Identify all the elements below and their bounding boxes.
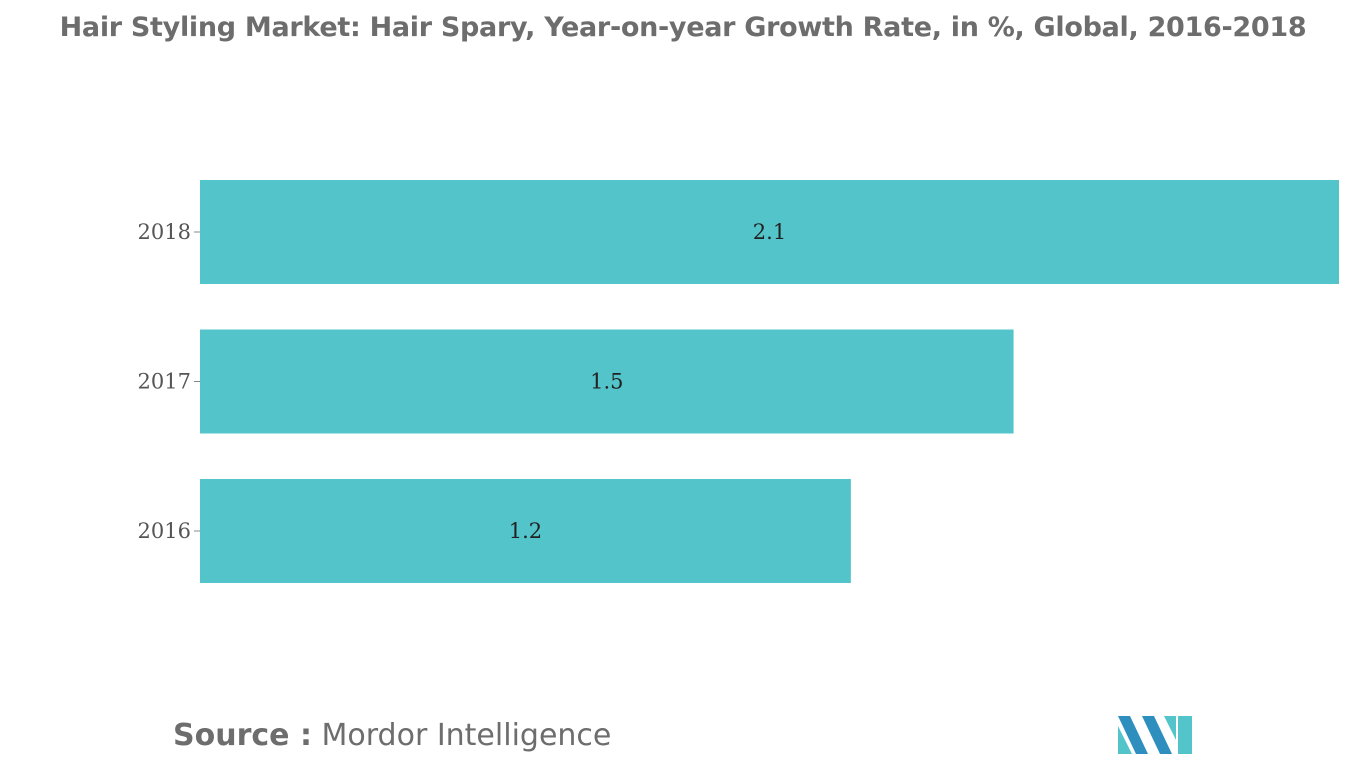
- logo-stroke-2: [1118, 726, 1132, 754]
- value-label-2016: 1.2: [509, 519, 542, 543]
- chart-title: Hair Styling Market: Hair Spary, Year-on…: [59, 12, 1307, 43]
- source-note: Source : Mordor Intelligence: [173, 718, 611, 753]
- bar-2018: [200, 180, 1339, 284]
- source-value: Mordor Intelligence: [321, 718, 612, 753]
- logo-stroke-4: [1178, 716, 1192, 754]
- source-key: Source :: [173, 718, 312, 753]
- value-label-2017: 1.5: [590, 370, 623, 394]
- logo-stroke-1: [1118, 716, 1148, 754]
- value-label-2018: 2.1: [753, 220, 786, 244]
- logo-stroke-5: [1164, 716, 1176, 740]
- value-labels-group: 2.1 1.5 1.2: [509, 220, 786, 543]
- category-label-2018: 2018: [138, 220, 191, 244]
- bar-2016: [200, 479, 851, 583]
- category-label-2017: 2017: [138, 370, 191, 394]
- category-label-2016: 2016: [138, 519, 191, 543]
- logo-stroke-3: [1142, 716, 1172, 754]
- category-labels-group: 2018 2017 2016: [138, 220, 200, 543]
- bar-2017: [200, 329, 1014, 434]
- bars-group: [200, 180, 1339, 583]
- mordor-intelligence-logo-icon: [1118, 716, 1192, 754]
